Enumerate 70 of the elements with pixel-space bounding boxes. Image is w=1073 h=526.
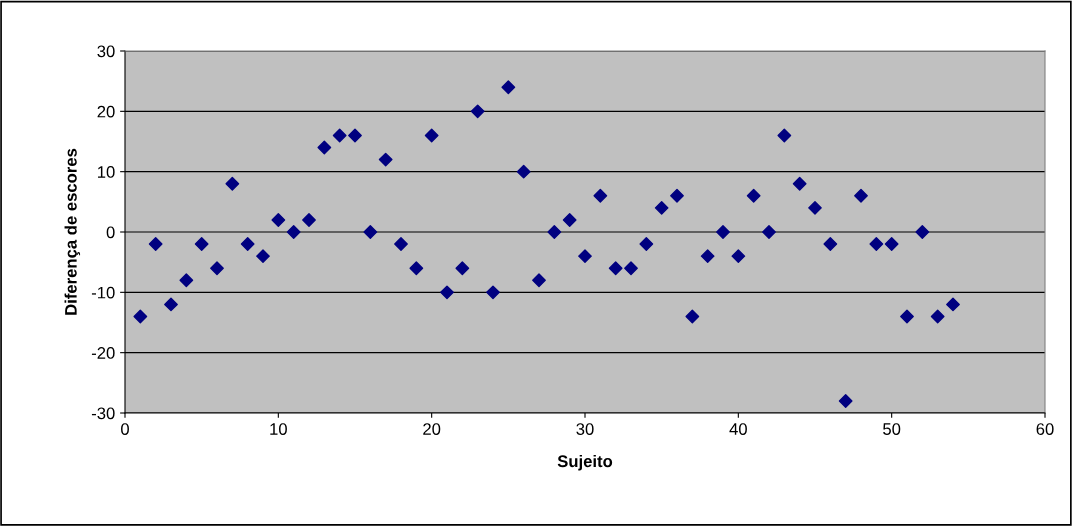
point	[777, 128, 792, 143]
point	[271, 213, 286, 227]
y-tick-label: 10	[98, 166, 115, 178]
point	[440, 285, 454, 300]
point	[164, 297, 178, 312]
point	[639, 237, 654, 251]
point	[900, 309, 914, 324]
point	[792, 176, 807, 191]
point	[838, 394, 853, 408]
y-tick-label: -10	[91, 286, 115, 299]
y-axis-title: Diferença de escores	[64, 148, 81, 315]
point	[700, 249, 715, 264]
y-tick-label: 0	[106, 226, 115, 239]
point	[210, 261, 224, 276]
point	[302, 213, 316, 227]
point	[578, 249, 592, 264]
point	[532, 273, 546, 288]
x-tick-label: 50	[883, 423, 901, 435]
point	[424, 128, 439, 143]
point	[808, 200, 822, 215]
point	[332, 128, 347, 143]
point	[716, 225, 730, 239]
point	[915, 225, 930, 239]
x-tick-label: 60	[1036, 423, 1054, 435]
point	[547, 225, 562, 239]
point	[930, 309, 945, 324]
point	[256, 249, 270, 264]
point	[286, 225, 301, 239]
point	[225, 176, 240, 191]
x-tick-label: 30	[576, 423, 594, 435]
y-tick-label: 20	[97, 105, 115, 118]
point	[179, 273, 194, 288]
x-axis-title: Sujeito	[557, 454, 613, 471]
point	[823, 237, 838, 251]
point	[746, 188, 761, 203]
point	[194, 237, 209, 251]
point	[654, 200, 669, 215]
x-tick-label: 10	[270, 423, 287, 435]
point	[762, 225, 776, 239]
y-tick-label: -30	[91, 407, 115, 420]
y-tick-label: 30	[97, 45, 115, 58]
point	[409, 261, 424, 276]
point	[670, 188, 684, 203]
point	[348, 128, 362, 143]
x-tick-label: 0	[121, 423, 129, 435]
point	[854, 188, 868, 203]
point	[593, 188, 608, 203]
point	[501, 80, 516, 95]
x-tick-label: 40	[729, 423, 747, 435]
point	[516, 164, 531, 179]
point	[455, 261, 470, 276]
point	[470, 104, 485, 119]
y-tick-label: -20	[91, 347, 115, 359]
point	[946, 297, 960, 312]
x-tick-label: 20	[423, 423, 441, 435]
point	[562, 213, 577, 227]
point	[884, 237, 899, 251]
point	[148, 237, 163, 251]
point	[731, 249, 746, 264]
point	[869, 237, 884, 251]
point	[685, 309, 700, 324]
point	[363, 225, 378, 239]
point	[240, 237, 255, 251]
point	[624, 261, 638, 276]
point	[317, 140, 332, 155]
point	[133, 309, 148, 324]
point	[608, 261, 623, 276]
point	[378, 152, 393, 167]
point	[486, 285, 500, 300]
point	[394, 237, 408, 251]
